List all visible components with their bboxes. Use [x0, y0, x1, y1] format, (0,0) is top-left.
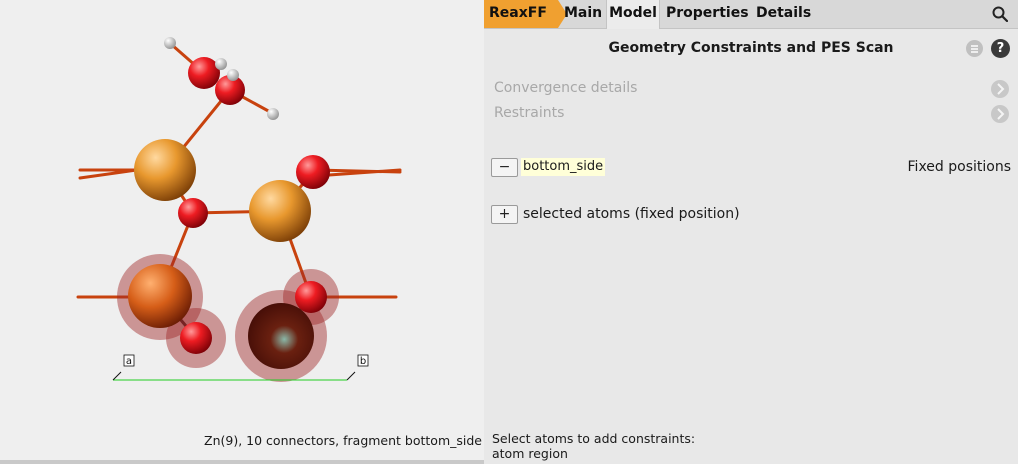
o-atom-selected[interactable] — [180, 322, 212, 354]
page-title: Geometry Constraints and PES Scan — [608, 40, 894, 56]
tab-reaxff[interactable]: ReaxFF — [484, 0, 567, 28]
constraint-type-label: Fixed positions — [907, 159, 1011, 175]
zn-atom[interactable] — [134, 139, 196, 201]
h-atom[interactable] — [215, 58, 227, 70]
chevron-right-icon[interactable] — [991, 80, 1009, 98]
molecule-canvas[interactable]: a b — [0, 0, 484, 464]
section-restraints[interactable]: Restraints — [494, 105, 565, 121]
tab-bar: ReaxFF Main Model Properties Details — [484, 0, 1018, 29]
expand-button[interactable]: + — [491, 205, 518, 224]
zn-atom[interactable] — [249, 180, 311, 242]
o-atom[interactable] — [188, 57, 220, 89]
viewer-bottom-border — [0, 460, 484, 464]
help-icon[interactable]: ? — [991, 39, 1010, 58]
section-convergence-details[interactable]: Convergence details — [494, 80, 638, 96]
tab-details[interactable]: Details — [756, 5, 812, 21]
molecule-viewer[interactable]: a b Zn(9), 10 connectors, fragment botto… — [0, 0, 484, 464]
settings-panel: ReaxFF Main Model Properties Details Geo… — [484, 0, 1018, 464]
axis-a-label: a — [126, 356, 132, 367]
o-atom-selected[interactable] — [295, 281, 327, 313]
hint-line: atom region — [492, 446, 568, 461]
h-atom[interactable] — [164, 37, 176, 49]
collapse-button[interactable]: − — [491, 158, 518, 177]
tab-model[interactable]: Model — [606, 0, 660, 29]
lattice-axes: a b — [112, 354, 369, 381]
o-atom[interactable] — [296, 155, 330, 189]
viewer-status-text: Zn(9), 10 connectors, fragment bottom_si… — [204, 433, 482, 448]
axis-b-label: b — [360, 356, 366, 367]
tab-main[interactable]: Main — [564, 5, 603, 21]
h-atom[interactable] — [227, 69, 239, 81]
chevron-right-icon[interactable] — [991, 105, 1009, 123]
h-atom[interactable] — [267, 108, 279, 120]
zn-atom-selected[interactable] — [128, 264, 192, 328]
o-atom[interactable] — [215, 75, 245, 105]
selected-atoms-label: selected atoms (fixed position) — [523, 206, 740, 222]
hint-line: Select atoms to add constraints: — [492, 431, 696, 446]
tab-label: ReaxFF — [489, 5, 547, 21]
search-icon[interactable] — [992, 6, 1008, 22]
region-name-field[interactable]: bottom_side — [521, 158, 606, 176]
tab-properties[interactable]: Properties — [666, 5, 749, 21]
zn-atom-selected[interactable] — [248, 303, 314, 369]
o-atom[interactable] — [178, 198, 208, 228]
breadcrumb-arrow — [558, 0, 567, 28]
hint-text: Select atoms to add constraints: atom re… — [492, 431, 695, 461]
menu-icon[interactable] — [966, 40, 983, 57]
